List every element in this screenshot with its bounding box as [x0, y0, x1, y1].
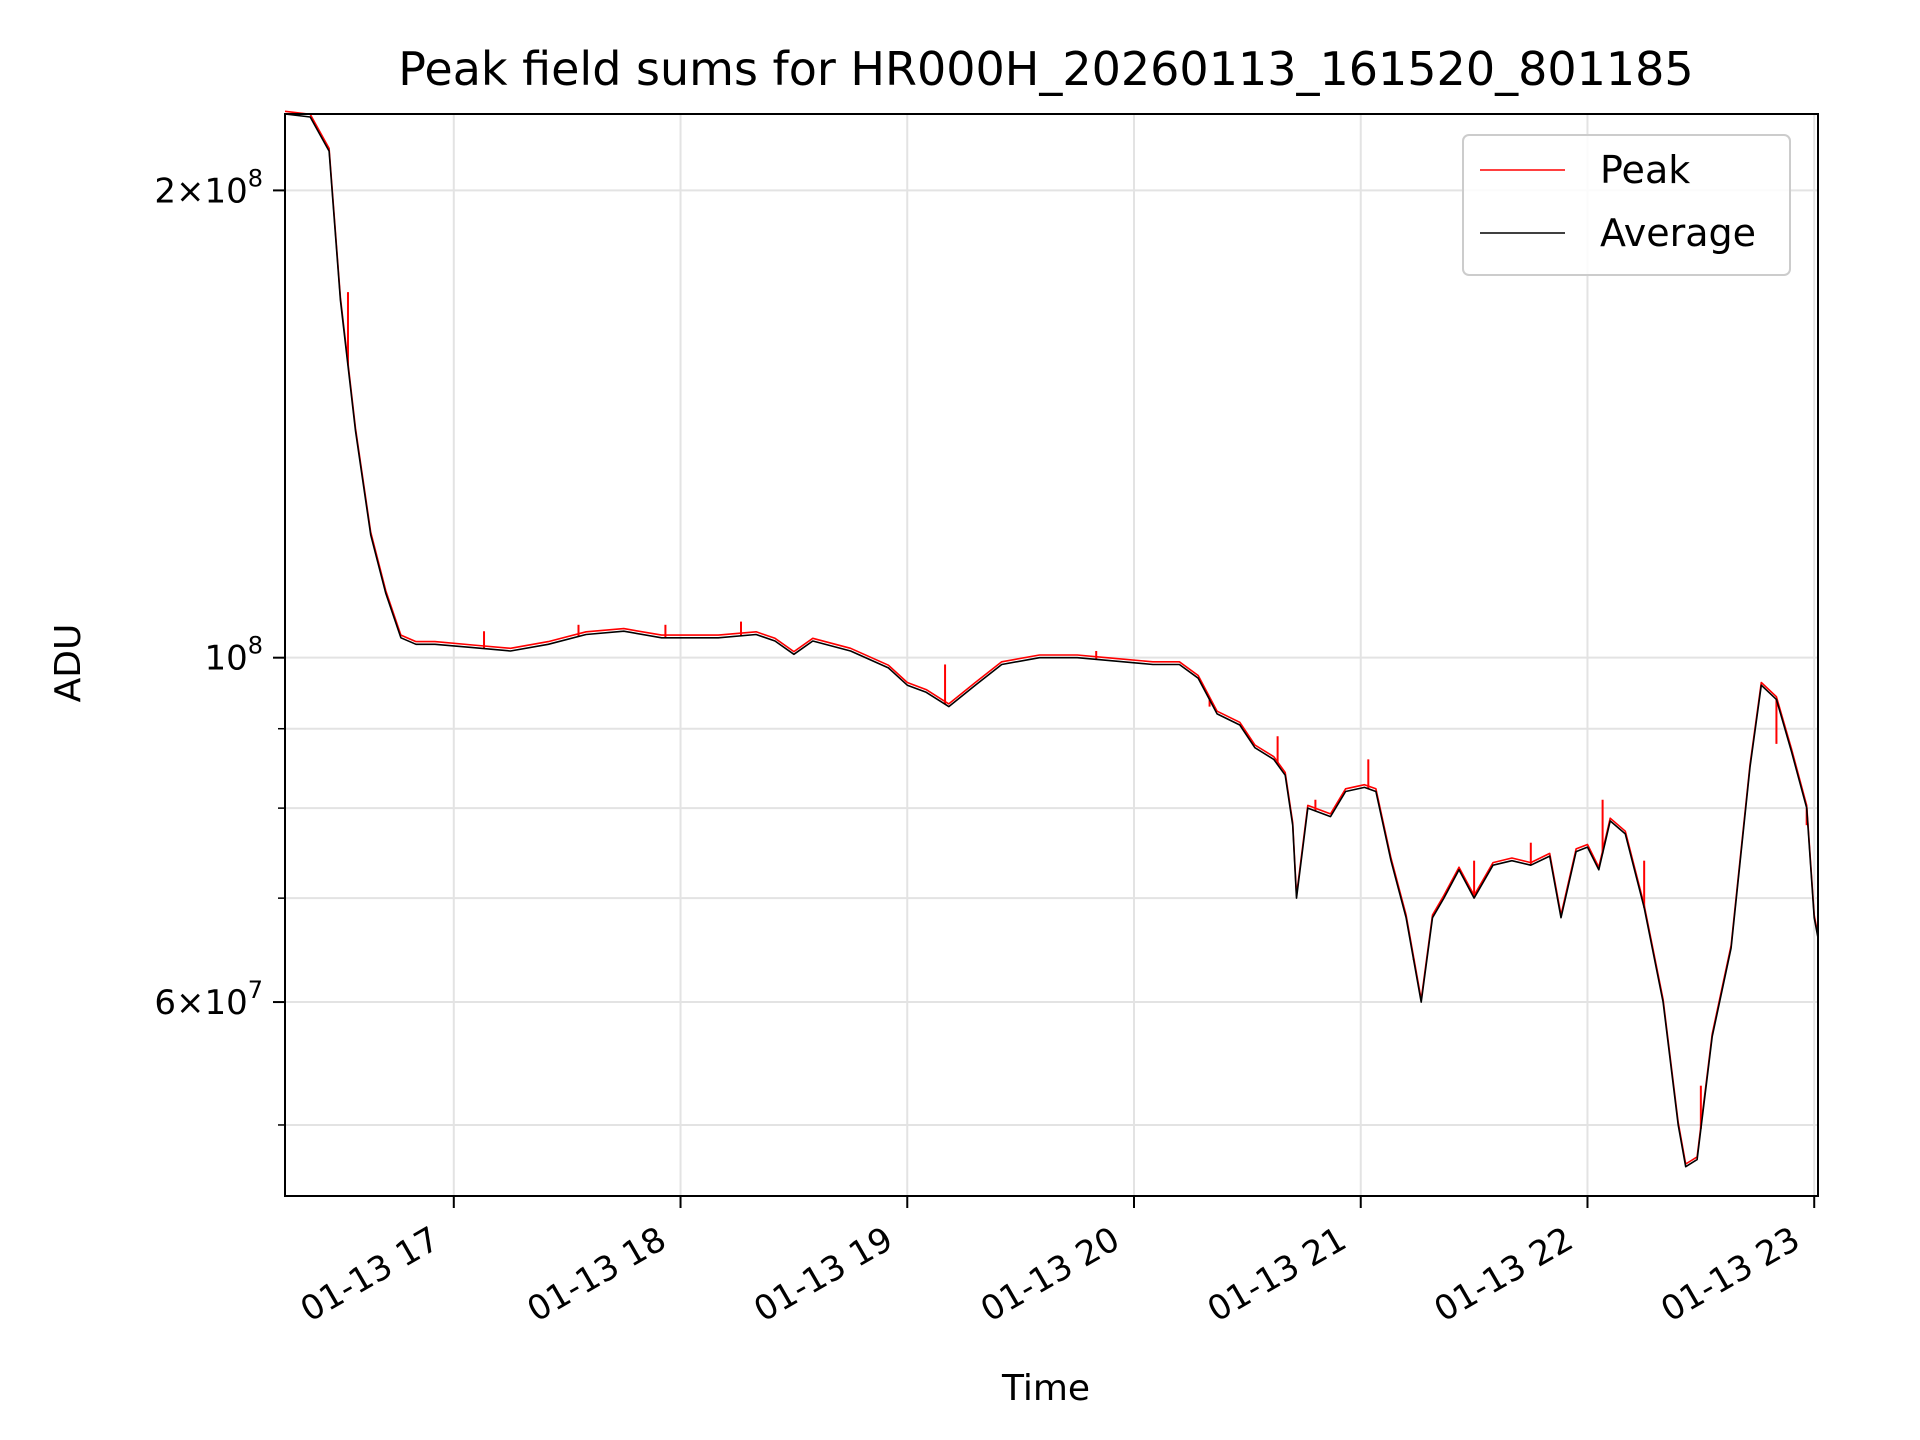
y-tick-label: 6×107	[154, 976, 263, 1023]
y-tick-label: 2×108	[154, 164, 263, 211]
y-tick-label: 108	[204, 632, 263, 679]
plot-lines	[284, 110, 1819, 1168]
legend-label-peak: Peak	[1600, 148, 1690, 192]
legend-label-average: Average	[1600, 211, 1756, 255]
y-axis-ticks: 6×107 108 2×108	[154, 164, 285, 1126]
chart-title: Peak field sums for HR000H_20260113_1615…	[398, 42, 1693, 96]
legend: Peak Average	[1462, 134, 1791, 276]
y-axis-label: ADU	[48, 624, 89, 703]
series-average-line	[284, 113, 1819, 1168]
x-axis-label: Time	[1001, 1368, 1090, 1409]
axes-frame	[284, 113, 1819, 1197]
